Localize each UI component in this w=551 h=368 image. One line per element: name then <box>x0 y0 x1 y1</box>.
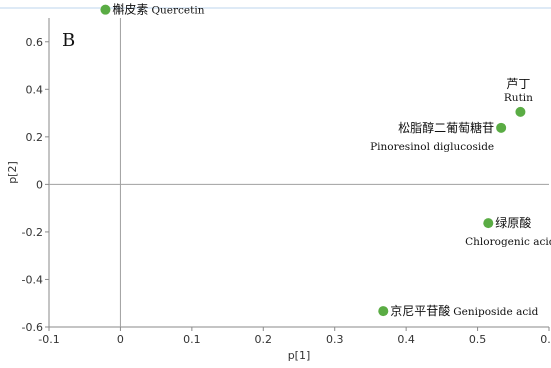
y-tick-label: 0.4 <box>26 83 44 96</box>
point-label-cn: 京尼平苷酸 <box>390 303 450 318</box>
y-tick-label: 0 <box>36 178 43 191</box>
point-label-cn: 绿原酸 <box>495 215 531 230</box>
x-tick-label: 0.1 <box>183 333 201 346</box>
x-axis-title: p[1] <box>288 349 311 362</box>
point-label-cn: 松脂醇二葡萄糖苷 <box>398 120 494 135</box>
point-label-en: Chlorogenic acid <box>465 236 551 248</box>
point-label-en: Rutin <box>504 92 533 104</box>
y-axis-ticks: -0.6 -0.4 -0.2 0 0.2 0.4 0.6 <box>22 36 49 334</box>
x-tick-label: 0.2 <box>255 333 273 346</box>
x-tick-label: 0.4 <box>397 333 415 346</box>
data-point <box>378 306 389 317</box>
x-tick-label: -0.1 <box>38 333 59 346</box>
y-tick-label: -0.6 <box>22 321 43 334</box>
y-tick-label: 0.2 <box>26 131 44 144</box>
y-tick-label: 0.6 <box>26 36 44 49</box>
y-axis-title: p[2] <box>6 161 19 184</box>
point-label-en: Geniposide acid <box>453 306 538 318</box>
axes <box>48 18 549 328</box>
panel-label: B <box>62 30 75 51</box>
point-label-cn: 槲皮素 <box>112 3 148 17</box>
x-axis-ticks: -0.1 0 0.1 0.2 0.3 0.4 0.5 0.6 <box>38 327 551 346</box>
data-point <box>496 122 507 133</box>
point-label-cn: 芦丁 <box>506 77 530 91</box>
data-point <box>483 218 494 229</box>
x-tick-label: 0 <box>117 333 124 346</box>
x-tick-label: 0.6 <box>540 333 551 346</box>
x-tick-label: 0.5 <box>469 333 487 346</box>
point-label-en: Pinoresinol diglucoside <box>370 141 494 153</box>
data-point <box>100 4 111 15</box>
y-tick-label: -0.2 <box>22 226 43 239</box>
x-tick-label: 0.3 <box>326 333 344 346</box>
y-tick-label: -0.4 <box>22 273 43 286</box>
point-label-en: Quercetin <box>151 5 204 17</box>
data-point <box>515 106 526 117</box>
